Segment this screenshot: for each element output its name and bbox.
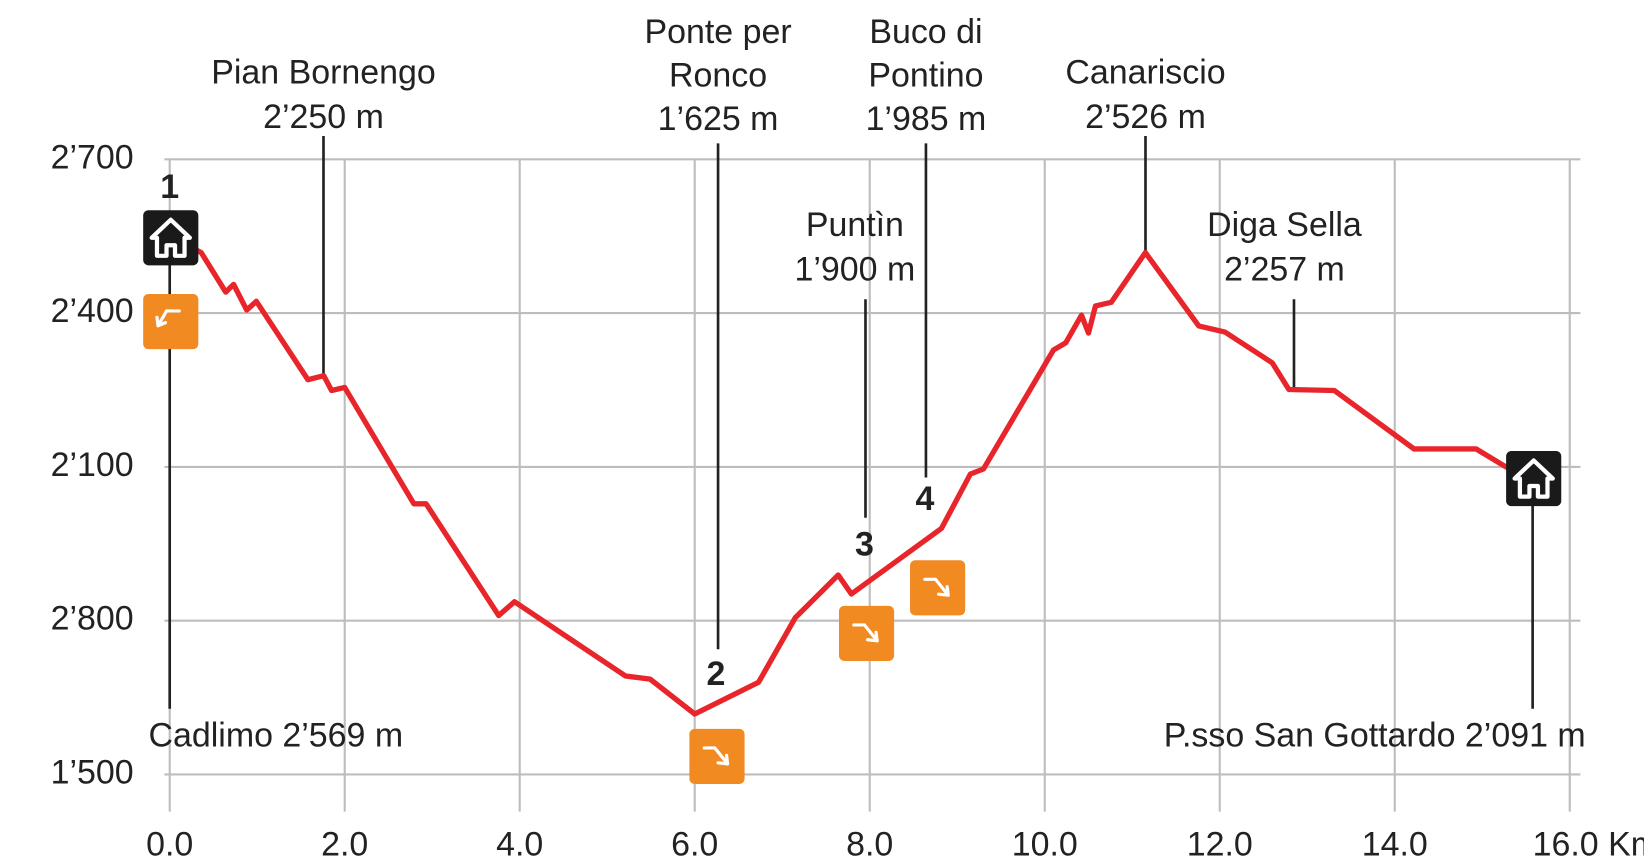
annotation: Pian Bornengo [211,53,436,91]
y-tick-label: 2’700 [51,138,134,176]
x-tick-label: 16.0 Km [1533,826,1644,864]
annotation: P.sso San Gottardo 2’091 m [1164,716,1586,754]
waypoint-number: 3 [855,525,874,563]
x-tick-label: 6.0 [671,826,718,864]
x-tick-label: 8.0 [846,826,893,864]
home-icon [143,210,199,266]
x-tick-label: 4.0 [496,826,543,864]
x-tick-label: 12.0 [1187,826,1253,864]
direction-icon [838,605,895,661]
annotation: 2’257 m [1224,251,1345,289]
waypoint-number: 4 [915,480,934,518]
annotation: 1’900 m [795,251,916,289]
elevation-line [173,236,1527,717]
direction-icon [689,728,745,785]
annotation: Ronco [669,57,767,95]
leaders [168,135,1534,709]
waypoint-number: 1 [160,168,179,206]
direction-icon [143,293,199,350]
annotation: Ponte per [644,13,791,51]
x-tick-label: 2.0 [321,826,368,864]
annotation: Canariscio [1065,53,1225,91]
y-tick-label: 2’400 [51,292,134,330]
annotation: 1’625 m [658,100,779,138]
home-icon [1506,450,1562,507]
x-tick-label: 14.0 [1362,826,1428,864]
x-tick-label: 0.0 [146,826,193,864]
y-tick-label: 1’500 [51,753,134,791]
annotation: 1’985 m [866,100,987,138]
annotation: Pontino [868,57,983,95]
annotation: 2’250 m [263,98,384,136]
annotation: 2’526 m [1085,98,1206,136]
annotation: Cadlimo 2’569 m [148,716,403,754]
x-tick-label: 10.0 [1012,826,1078,864]
annotation: Puntìn [806,206,904,244]
icons [143,210,1562,785]
y-tick-label: 2’100 [51,446,134,484]
annotation: Buco di [869,13,982,51]
direction-icon [910,560,966,616]
annotation: Diga Sella [1207,206,1362,244]
waypoint-number: 2 [706,655,725,693]
y-tick-label: 2’800 [51,600,134,638]
